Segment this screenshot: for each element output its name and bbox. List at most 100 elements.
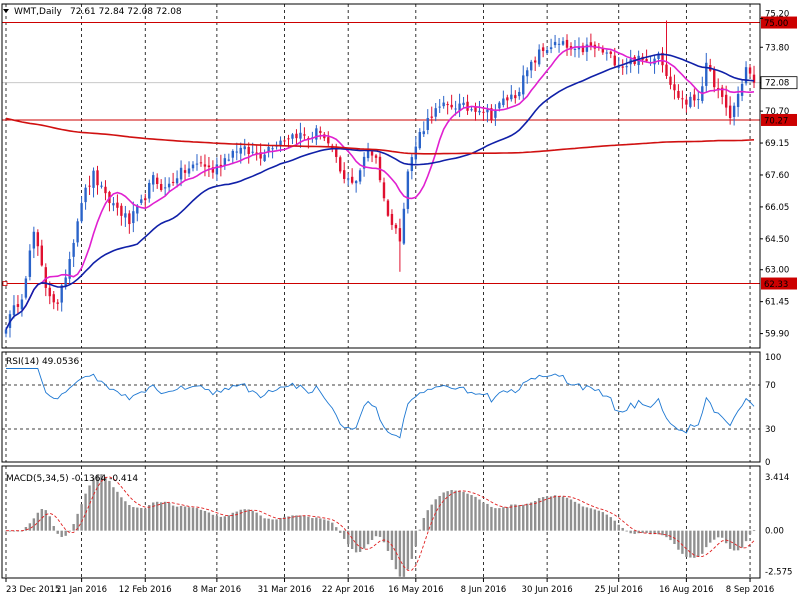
candle-body — [327, 137, 330, 144]
candle-body — [88, 185, 91, 187]
macd-bar — [203, 510, 207, 531]
macd-bar — [144, 508, 147, 531]
macd-bar — [8, 530, 12, 532]
macd-bar — [175, 506, 179, 531]
macd-bar — [56, 530, 59, 534]
candle-body — [498, 102, 501, 109]
ma-slow-line — [5, 117, 755, 155]
macd-bar — [295, 515, 298, 531]
candle-body — [219, 164, 223, 167]
y-tick-label: 59.90 — [765, 330, 789, 340]
macd-bar — [382, 530, 386, 543]
macd-bar — [346, 530, 350, 545]
macd-bar — [279, 517, 282, 531]
candle-body — [243, 146, 246, 150]
candle-body — [28, 250, 32, 277]
macd-bar — [60, 530, 63, 537]
candle-body — [80, 203, 83, 222]
macd-bar — [68, 530, 71, 532]
macd-bar — [621, 527, 624, 531]
macd-bar — [697, 530, 700, 557]
candle-body — [617, 66, 620, 68]
macd-bar — [589, 508, 593, 531]
candle-body — [426, 117, 429, 130]
candle-body — [195, 163, 199, 165]
candle-body — [434, 108, 437, 117]
candle-body — [621, 66, 624, 68]
macd-bar — [219, 516, 223, 531]
candle-body — [68, 259, 71, 279]
moving-averages — [5, 45, 755, 330]
macd-bar — [740, 530, 744, 548]
macd-bar — [665, 530, 668, 538]
macd-bar — [613, 520, 616, 531]
candle-body — [390, 213, 394, 225]
macd-bar — [104, 476, 107, 531]
macd-bar — [414, 530, 418, 547]
macd-bar — [661, 530, 664, 536]
candle-body — [76, 221, 79, 243]
candle-body — [430, 116, 433, 118]
macd-bar — [561, 496, 565, 531]
candle-body — [136, 205, 139, 214]
level-label-box — [761, 16, 797, 29]
macd-bar — [215, 515, 219, 531]
macd-bar — [227, 515, 231, 531]
candle-body — [740, 83, 744, 96]
macd-bar — [96, 474, 99, 531]
macd-bar — [506, 507, 509, 531]
macd-bar — [311, 518, 314, 531]
candle-body — [299, 132, 302, 139]
macd-bar — [243, 509, 246, 531]
macd-bar — [454, 490, 457, 531]
candle-body — [140, 199, 143, 203]
macd-bar — [402, 530, 406, 577]
macd-bar — [625, 530, 628, 532]
macd-bar — [629, 530, 632, 534]
macd-bar — [398, 530, 402, 577]
candle-body — [4, 329, 8, 334]
macd-bar — [502, 507, 505, 531]
candle-body — [494, 110, 497, 118]
candle-body — [171, 181, 175, 183]
macd-bar — [323, 519, 326, 531]
y-tick-label: 72.08 — [765, 79, 789, 89]
macd-bar — [156, 501, 159, 531]
macd-bar — [549, 496, 553, 531]
candle-body — [60, 285, 63, 303]
candle-body — [438, 106, 441, 108]
x-tick-label: 16 May 2016 — [388, 585, 443, 595]
candle-body — [374, 155, 378, 158]
macd-bar — [315, 517, 318, 531]
macd-bar — [191, 507, 195, 531]
candle-body — [44, 267, 47, 288]
candle-body — [736, 93, 740, 108]
candle-body — [394, 224, 398, 229]
y-tick-label: 75.20 — [765, 9, 789, 19]
candle-body — [354, 181, 358, 184]
dropdown-triangle-icon[interactable] — [3, 9, 9, 13]
candle-body — [557, 43, 561, 45]
candle-body — [16, 304, 20, 307]
candle-body — [370, 151, 374, 156]
x-tick-label: 16 Aug 2016 — [659, 585, 713, 595]
macd-bar — [362, 530, 366, 549]
macd-bar — [358, 530, 362, 552]
candle-body — [92, 170, 95, 188]
macd-bar — [231, 512, 234, 531]
macd-bar — [601, 512, 605, 531]
macd-bar — [713, 530, 716, 540]
candle-body — [199, 162, 203, 164]
candle-body — [40, 245, 44, 266]
macd-bar — [522, 504, 525, 531]
macd-bar — [724, 530, 728, 544]
candle-body — [545, 49, 549, 54]
candle-body — [279, 140, 282, 147]
candle-body — [541, 47, 545, 52]
candle-body — [20, 299, 24, 310]
candle-body — [239, 147, 242, 154]
candle-body — [502, 98, 505, 106]
macd-bar — [752, 530, 756, 532]
candle-body — [748, 67, 752, 74]
price-levels — [2, 22, 760, 286]
